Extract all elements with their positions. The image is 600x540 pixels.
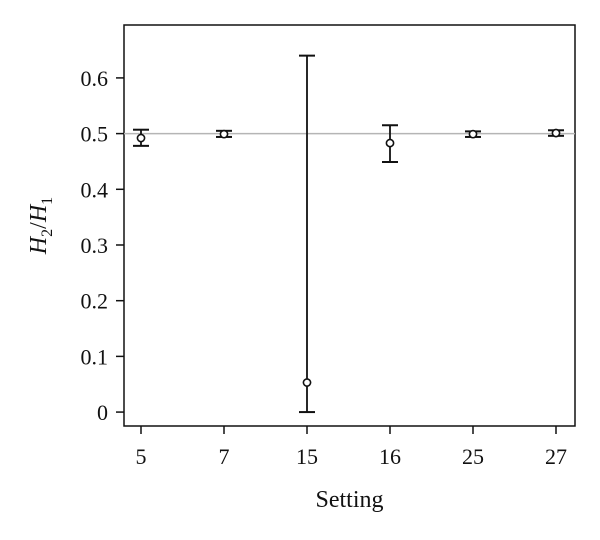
data-point [551, 128, 561, 138]
x-tick-label: 5 [136, 444, 147, 469]
y-tick-label: 0.2 [81, 289, 109, 314]
x-tick-label: 7 [219, 444, 230, 469]
data-point-group [133, 128, 149, 147]
data-point-group [382, 124, 398, 164]
plot-frame [123, 24, 576, 427]
y-label-slash: / [26, 222, 52, 229]
x-tick-label: 16 [379, 444, 401, 469]
data-point-group [299, 54, 315, 414]
x-axis-label: Setting [315, 487, 383, 513]
y-axis: 0 0.1 0.2 0.3 0.4 0.5 0.6 [81, 66, 124, 425]
x-tick-label: 25 [462, 444, 484, 469]
data-point [385, 138, 395, 148]
y-axis-label: H2/H1 [26, 197, 56, 255]
y-tick-label: 0.4 [81, 177, 109, 202]
y-label-h1: H [26, 203, 52, 223]
data-points [133, 54, 564, 414]
x-axis: 5 7 15 16 25 27 [136, 426, 567, 469]
y-tick-label: 0 [97, 400, 108, 425]
x-tick-label: 15 [296, 444, 318, 469]
data-point-group [216, 129, 232, 139]
y-label-h2-sub: 2 [39, 229, 56, 237]
data-point-group [465, 129, 481, 139]
x-tick-label: 27 [545, 444, 567, 469]
y-label-h1-sub: 1 [39, 197, 56, 205]
y-tick-label: 0.5 [81, 122, 109, 147]
data-point-group [548, 128, 564, 138]
data-point [219, 129, 229, 139]
y-tick-label: 0.6 [81, 66, 109, 91]
data-point [136, 133, 146, 143]
y-label-h2: H [26, 235, 52, 255]
data-point [302, 378, 312, 387]
y-tick-label: 0.1 [81, 344, 109, 369]
data-point [468, 129, 478, 139]
y-tick-label: 0.3 [81, 233, 109, 258]
